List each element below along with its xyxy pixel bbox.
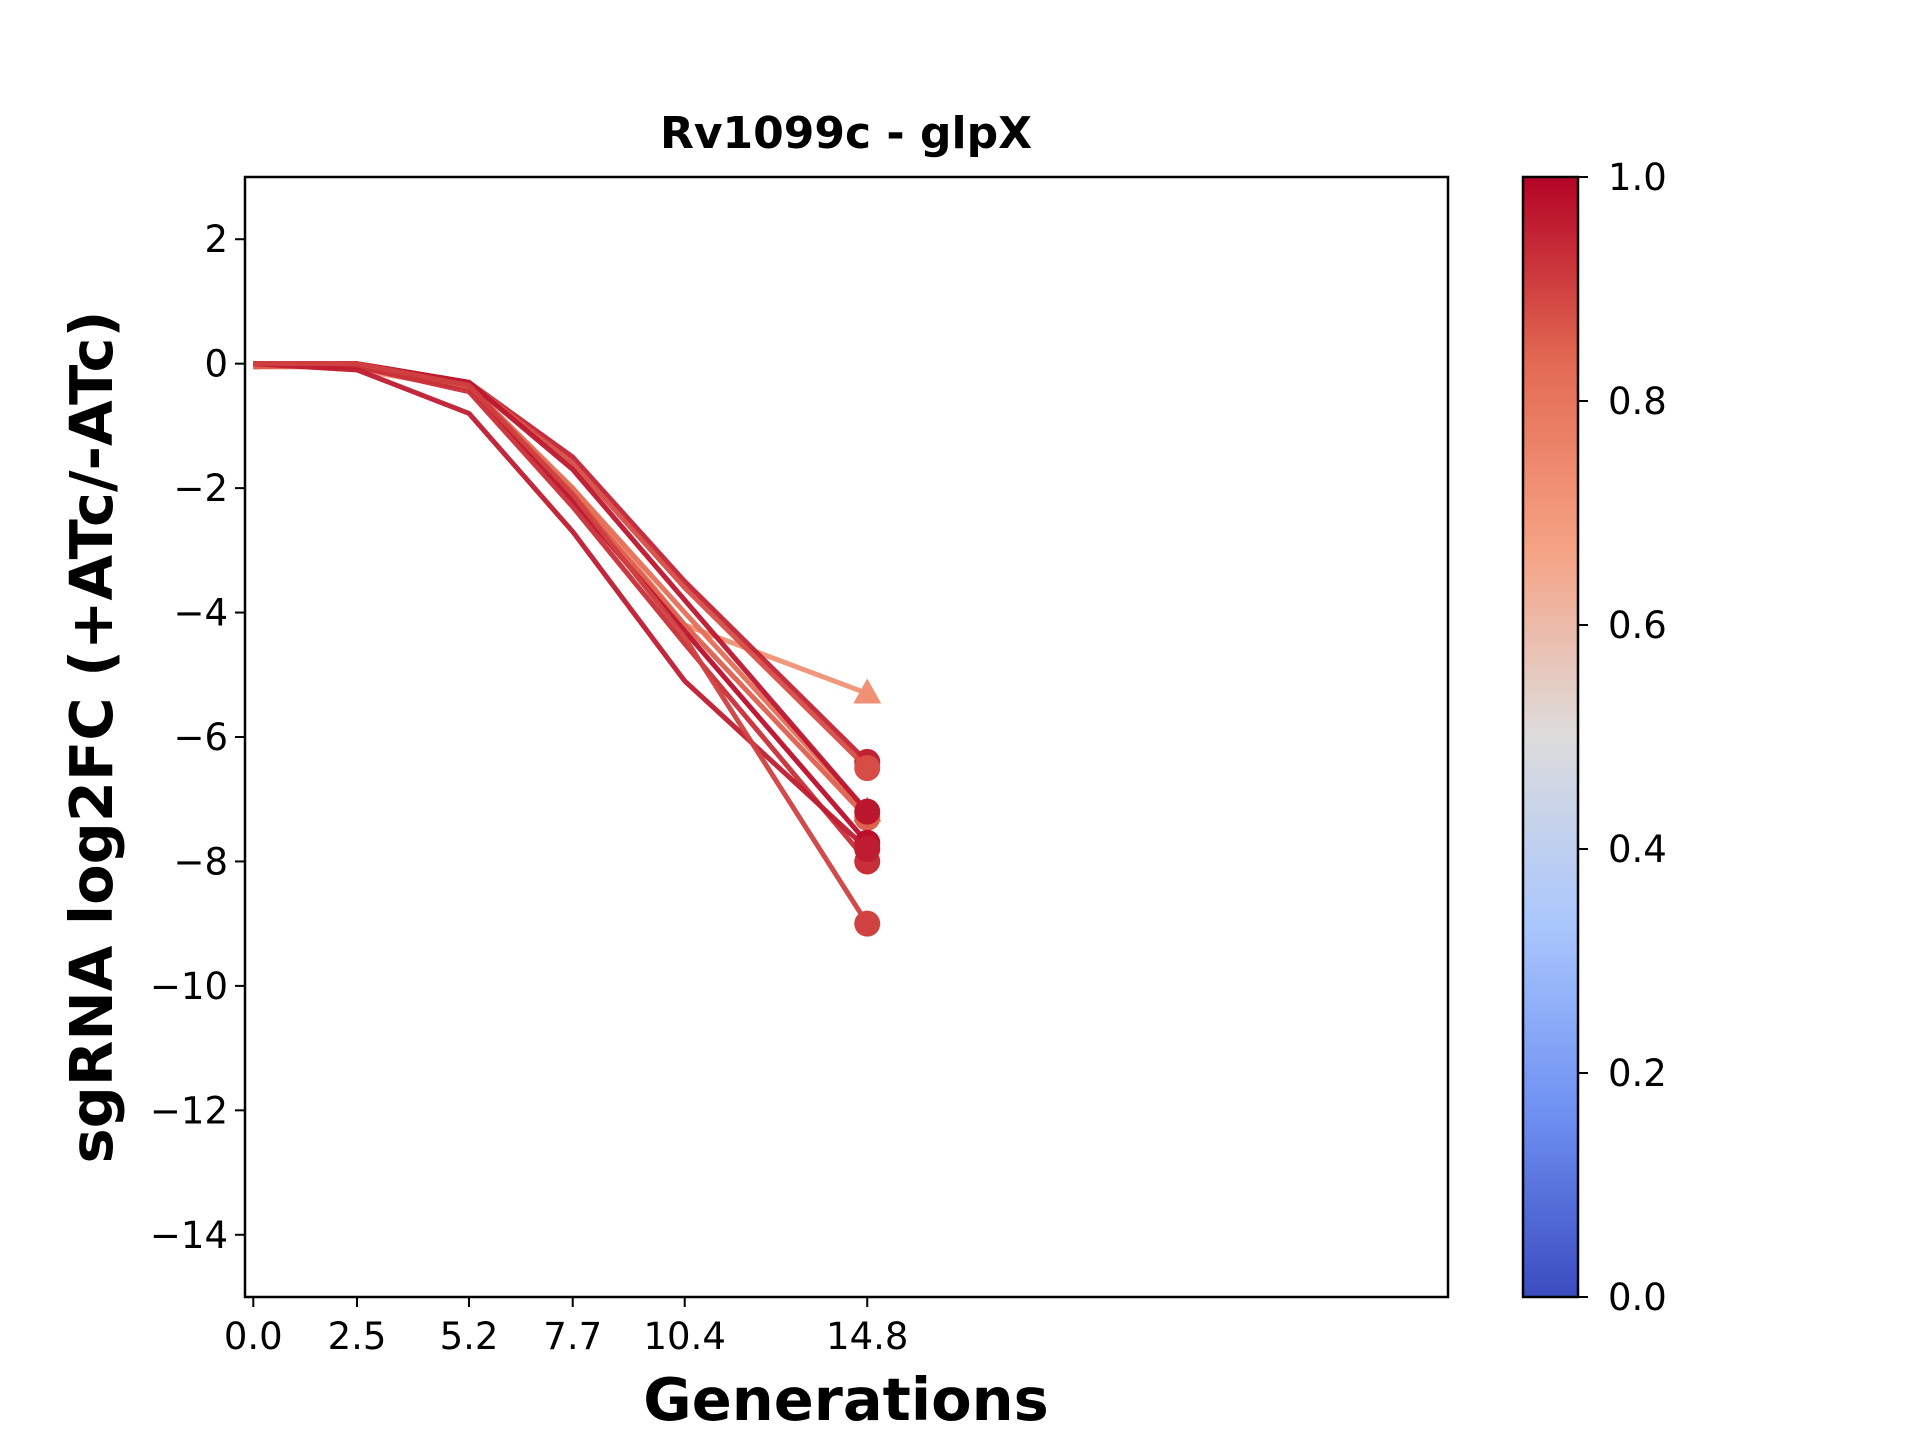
series-marker-6 (854, 798, 881, 825)
x-tick-label: 14.8 (826, 1315, 908, 1358)
series-line-6 (253, 361, 870, 814)
colorbar-tick-label: 0.8 (1608, 380, 1667, 423)
colorbar-tick-label: 0.2 (1608, 1052, 1667, 1095)
y-tick-label: −14 (150, 1214, 228, 1257)
series-line-9 (253, 361, 869, 851)
series-line-1 (253, 361, 869, 696)
series-marker-9 (854, 836, 881, 862)
colorbar-tick-label: 0.4 (1608, 828, 1667, 871)
y-tick-label: 2 (204, 218, 228, 261)
x-axis: 0.0 2.5 5.2 7.7 10.4 14.8 (224, 1297, 908, 1358)
y-tick-label: −6 (173, 716, 228, 759)
series-line-10 (253, 361, 870, 926)
series-line-7 (253, 361, 870, 845)
y-tick-label: −10 (150, 965, 228, 1008)
series-marker-1 (853, 678, 882, 704)
y-tick-label: −2 (173, 467, 228, 510)
y-tick-label: −4 (173, 592, 228, 635)
colorbar-axis: 0.0 0.2 0.4 0.6 0.8 1.0 (1578, 156, 1667, 1319)
chart-title: Rv1099c - glpX (660, 108, 1032, 159)
colorbar-tick-label: 0.6 (1608, 604, 1667, 647)
series-marker-10 (854, 910, 881, 937)
colorbar (1521, 175, 1580, 1299)
y-tick-label: 0 (204, 343, 228, 386)
plot-frame (243, 175, 1450, 1299)
series-line-8 (253, 361, 870, 864)
y-axis: 2 0 −2 −4 −6 −8 −10 −12 −14 (150, 218, 245, 1257)
x-tick-label: 0.0 (224, 1315, 283, 1358)
x-tick-label: 5.2 (440, 1315, 499, 1358)
series-line-4 (253, 361, 870, 814)
y-tick-label: −12 (150, 1089, 228, 1132)
series-marker-3 (854, 755, 881, 782)
x-tick-label: 10.4 (644, 1315, 726, 1358)
x-tick-label: 2.5 (328, 1315, 387, 1358)
x-axis-label: Generations (643, 1365, 1048, 1434)
x-tick-label: 7.7 (543, 1315, 602, 1358)
y-axis-label: sgRNA log2FC (+ATc/-ATc) (57, 311, 126, 1164)
y-tick-label: −8 (173, 840, 228, 883)
colorbar-tick-label: 1.0 (1608, 156, 1667, 199)
colorbar-tick-label: 0.0 (1608, 1276, 1667, 1319)
series-layer (253, 361, 882, 937)
